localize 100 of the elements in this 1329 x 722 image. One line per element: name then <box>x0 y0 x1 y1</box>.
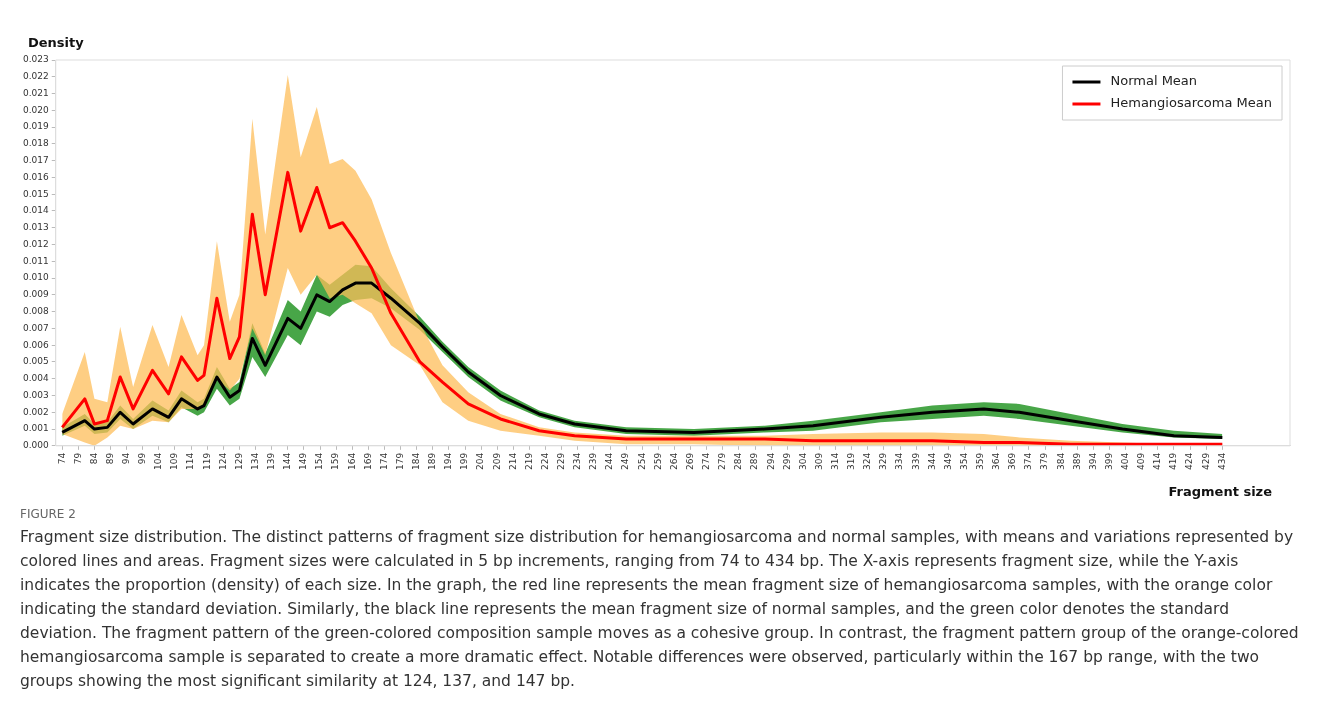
x-tick-label: 124 <box>217 452 228 471</box>
x-tick-label: 389 <box>1071 452 1082 471</box>
x-tick-label: 349 <box>942 452 953 471</box>
x-tick-label: 294 <box>765 452 776 471</box>
x-tick-label: 399 <box>1103 452 1114 471</box>
x-tick-label: 414 <box>1152 452 1163 471</box>
x-tick-label: 209 <box>491 452 502 471</box>
x-tick-label: 264 <box>668 452 679 471</box>
y-tick-label: 0.009 <box>23 289 50 300</box>
y-tick-label: 0.019 <box>23 121 50 132</box>
x-tick-label: 109 <box>169 452 180 471</box>
x-tick-label: 284 <box>733 452 744 471</box>
x-tick-label: 174 <box>378 452 389 471</box>
x-tick-label: 249 <box>620 452 631 471</box>
x-tick-label: 104 <box>153 452 164 471</box>
legend-label: Normal Mean <box>1110 73 1198 89</box>
x-axis-title: Fragment size <box>1168 483 1273 499</box>
x-tick-label: 169 <box>362 452 373 471</box>
x-tick-label: 324 <box>862 452 873 471</box>
x-tick-label: 84 <box>88 452 99 465</box>
x-tick-label: 409 <box>1136 452 1147 471</box>
x-tick-label: 114 <box>185 452 196 471</box>
y-tick-label: 0.001 <box>23 423 49 434</box>
x-tick-label: 374 <box>1023 452 1034 471</box>
x-tick-label: 239 <box>588 452 599 471</box>
x-tick-label: 384 <box>1055 452 1066 471</box>
x-tick-label: 309 <box>813 452 824 471</box>
x-tick-label: 99 <box>137 452 148 465</box>
x-tick-label: 214 <box>507 452 518 471</box>
y-tick-label: 0.006 <box>23 339 50 350</box>
y-tick-label: 0.010 <box>23 272 50 283</box>
y-tick-label: 0.005 <box>23 356 49 367</box>
x-tick-label: 179 <box>394 452 405 471</box>
x-tick-label: 274 <box>701 452 712 471</box>
x-tick-label: 394 <box>1087 452 1098 471</box>
x-tick-label: 199 <box>459 452 470 471</box>
x-tick-label: 89 <box>104 452 115 465</box>
x-tick-label: 419 <box>1168 452 1179 471</box>
x-tick-label: 79 <box>72 452 83 465</box>
x-tick-label: 289 <box>749 452 760 471</box>
x-tick-label: 319 <box>846 452 857 471</box>
x-tick-label: 219 <box>523 452 534 471</box>
y-tick-label: 0.007 <box>23 322 49 333</box>
x-tick-label: 194 <box>443 452 454 471</box>
x-tick-label: 304 <box>797 452 808 471</box>
x-tick-label: 359 <box>974 452 985 471</box>
x-tick-label: 184 <box>411 452 422 471</box>
y-tick-label: 0.003 <box>23 389 49 400</box>
y-tick-label: 0.011 <box>23 255 49 266</box>
y-tick-label: 0.022 <box>23 71 49 82</box>
x-tick-label: 314 <box>829 452 840 471</box>
x-tick-label: 154 <box>314 452 325 471</box>
x-tick-label: 424 <box>1184 452 1195 471</box>
x-tick-label: 139 <box>266 452 277 471</box>
x-tick-label: 404 <box>1119 452 1130 471</box>
x-tick-label: 134 <box>249 452 260 471</box>
x-tick-label: 164 <box>346 452 357 471</box>
y-tick-label: 0.020 <box>23 104 50 115</box>
x-tick-label: 429 <box>1200 452 1211 471</box>
x-tick-label: 269 <box>684 452 695 471</box>
text: Fragment size distribution. The distinct patterns of fragment size distribution for hemangiosarcoma and normal samples, with means and variations represented by colored lines and areas. Fragment sizes were calculated in 5 bp increments, ranging from 74 to 434 bp. The X-axis represents fragment size, while the Y-axis indicates the proportion (density) of each size. In the graph, the red line represents the mean fragment size of hemangiosarcoma samples, with the orange color indicating the standard deviation. Similarly, the black line represents the mean fragment size of normal samples, and the green color denotes the standard deviation. The fragment pattern of the green-colored composition sample moves as a cohesive group. In contrast, the fragment pattern group of the orange-colored hemangiosarcoma sample is separated to create a more dramatic effect. Notable differences were observed, particularly within the 167 bp range, with the two groups showing the most significant similarity at 124, 137, and 147 bp. <box>20 527 1300 692</box>
x-tick-label: 229 <box>556 452 567 471</box>
y-tick-label: 0.013 <box>23 222 49 233</box>
y-tick-label: 0.017 <box>23 154 49 165</box>
y-tick-label: 0.016 <box>23 171 50 182</box>
x-tick-label: 339 <box>910 452 921 471</box>
y-axis-title: Density <box>28 34 85 50</box>
y-tick-label: 0.021 <box>23 87 49 98</box>
y-tick-label: 0.014 <box>23 205 50 216</box>
y-tick-label: 0.004 <box>23 373 50 384</box>
y-tick-label: 0.018 <box>23 138 50 149</box>
y-tick-label: 0.015 <box>23 188 49 199</box>
x-tick-label: 434 <box>1216 452 1227 471</box>
y-tick-label: 0.000 <box>23 440 50 451</box>
caption: FIGURE 2 <box>20 507 77 521</box>
x-tick-label: 279 <box>717 452 728 471</box>
x-tick-label: 299 <box>781 452 792 471</box>
x-tick-label: 369 <box>1007 452 1018 471</box>
x-tick-label: 329 <box>878 452 889 471</box>
x-tick-label: 379 <box>1039 452 1050 471</box>
x-tick-label: 244 <box>604 452 615 471</box>
x-tick-label: 334 <box>894 452 905 471</box>
x-tick-label: 149 <box>298 452 309 471</box>
x-tick-label: 159 <box>330 452 341 471</box>
x-tick-label: 144 <box>282 452 293 471</box>
x-tick-label: 234 <box>572 452 583 471</box>
x-tick-label: 344 <box>926 452 937 471</box>
legend-label: Hemangiosarcoma Mean <box>1110 95 1273 111</box>
x-tick-label: 259 <box>652 452 663 471</box>
y-tick-label: 0.002 <box>23 406 49 417</box>
x-tick-label: 119 <box>201 452 212 471</box>
x-tick-label: 364 <box>991 452 1002 471</box>
x-tick-label: 204 <box>475 452 486 471</box>
x-tick-label: 254 <box>636 452 647 471</box>
y-tick-label: 0.012 <box>23 238 49 249</box>
x-tick-label: 74 <box>56 452 67 465</box>
x-tick-label: 94 <box>121 452 131 465</box>
x-tick-label: 354 <box>958 452 969 471</box>
y-tick-label: 0.008 <box>23 305 50 316</box>
x-tick-label: 129 <box>233 452 244 471</box>
